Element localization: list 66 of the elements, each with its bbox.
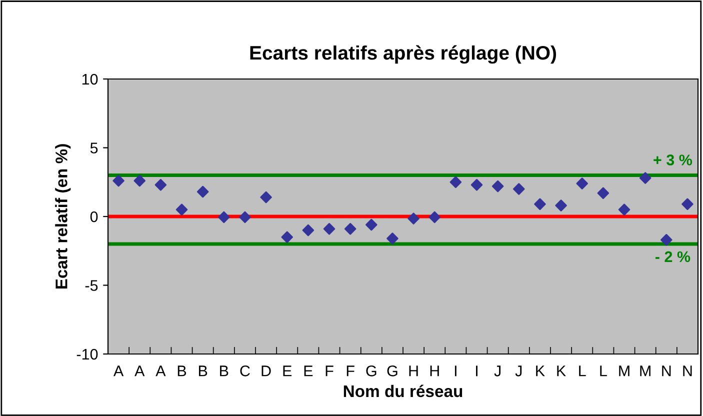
- x-tick-label: J: [515, 366, 522, 376]
- x-tick-label: C: [240, 366, 250, 376]
- y-tick-label: -5: [85, 280, 98, 291]
- point: [597, 187, 610, 200]
- point: [470, 178, 483, 191]
- point: [428, 211, 440, 224]
- x-tick-label: N: [683, 366, 692, 376]
- x-tick-label: B: [198, 366, 208, 376]
- x-tick-label: J: [494, 366, 501, 376]
- y-tick-label: 0: [90, 211, 98, 222]
- point: [534, 198, 546, 210]
- point: [218, 211, 230, 224]
- x-tick-label: E: [283, 366, 292, 376]
- point: [323, 222, 336, 235]
- point: [196, 186, 209, 198]
- y-tick-label: 10: [82, 74, 98, 85]
- point: [660, 234, 672, 246]
- x-tick-label: I: [476, 366, 478, 376]
- x-tick-label: B: [178, 366, 186, 376]
- point: [513, 183, 525, 195]
- point: [618, 204, 630, 216]
- x-tick-label: I: [454, 366, 456, 376]
- point: [386, 232, 398, 244]
- x-tick-label: B: [220, 366, 228, 376]
- x-tick-label: H: [409, 366, 418, 376]
- ref-line-label: - 2 %: [655, 251, 690, 262]
- point: [302, 224, 314, 236]
- point: [450, 176, 462, 188]
- x-tick-label: M: [640, 366, 650, 376]
- ref-line-label: + 3 %: [654, 154, 692, 166]
- x-tick-label: M: [619, 366, 630, 376]
- point: [576, 178, 588, 190]
- x-tick-label: K: [557, 366, 566, 376]
- y-tick-label: -10: [76, 348, 98, 360]
- x-tick-label: E: [304, 366, 313, 376]
- point: [344, 222, 356, 235]
- x-tick-label: H: [430, 366, 439, 376]
- point: [639, 172, 652, 184]
- x-tick-label: A: [134, 366, 145, 376]
- x-tick-label: F: [346, 366, 354, 376]
- x-tick-label: G: [387, 366, 398, 376]
- point: [154, 178, 167, 191]
- x-tick-label: K: [536, 366, 545, 376]
- x-tick-label: A: [156, 366, 166, 376]
- point: [408, 212, 420, 224]
- point: [239, 211, 251, 224]
- y-axis-title: Ecart relatif (en %): [55, 144, 71, 289]
- point: [176, 204, 188, 216]
- point: [112, 174, 124, 187]
- point: [366, 218, 378, 231]
- point: [682, 198, 694, 210]
- x-tick-label: F: [326, 366, 334, 376]
- x-tick-label: G: [366, 366, 376, 376]
- x-axis-title: Nom du réseau: [344, 384, 462, 398]
- x-tick-label: L: [600, 366, 607, 376]
- x-tick-label: A: [113, 366, 124, 376]
- x-tick-label: N: [662, 366, 671, 376]
- x-tick-label: L: [579, 366, 586, 376]
- x-tick-label: D: [262, 366, 271, 376]
- point: [492, 180, 504, 192]
- y-tick-label: 5: [90, 142, 98, 154]
- chart-title: Ecarts relatifs après réglage (NO): [250, 45, 556, 64]
- point: [260, 191, 272, 204]
- point: [281, 231, 293, 244]
- point: [555, 200, 567, 212]
- point: [134, 174, 146, 187]
